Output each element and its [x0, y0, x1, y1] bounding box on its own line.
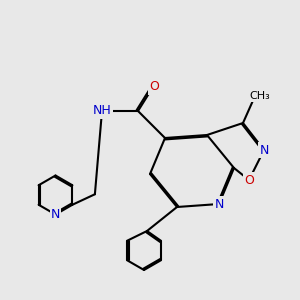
- Text: N: N: [214, 197, 224, 211]
- Text: CH₃: CH₃: [249, 91, 270, 101]
- Text: NH: NH: [93, 104, 111, 118]
- Text: O: O: [244, 173, 254, 187]
- Text: N: N: [51, 208, 60, 221]
- Text: O: O: [150, 80, 159, 94]
- Text: N: N: [259, 143, 269, 157]
